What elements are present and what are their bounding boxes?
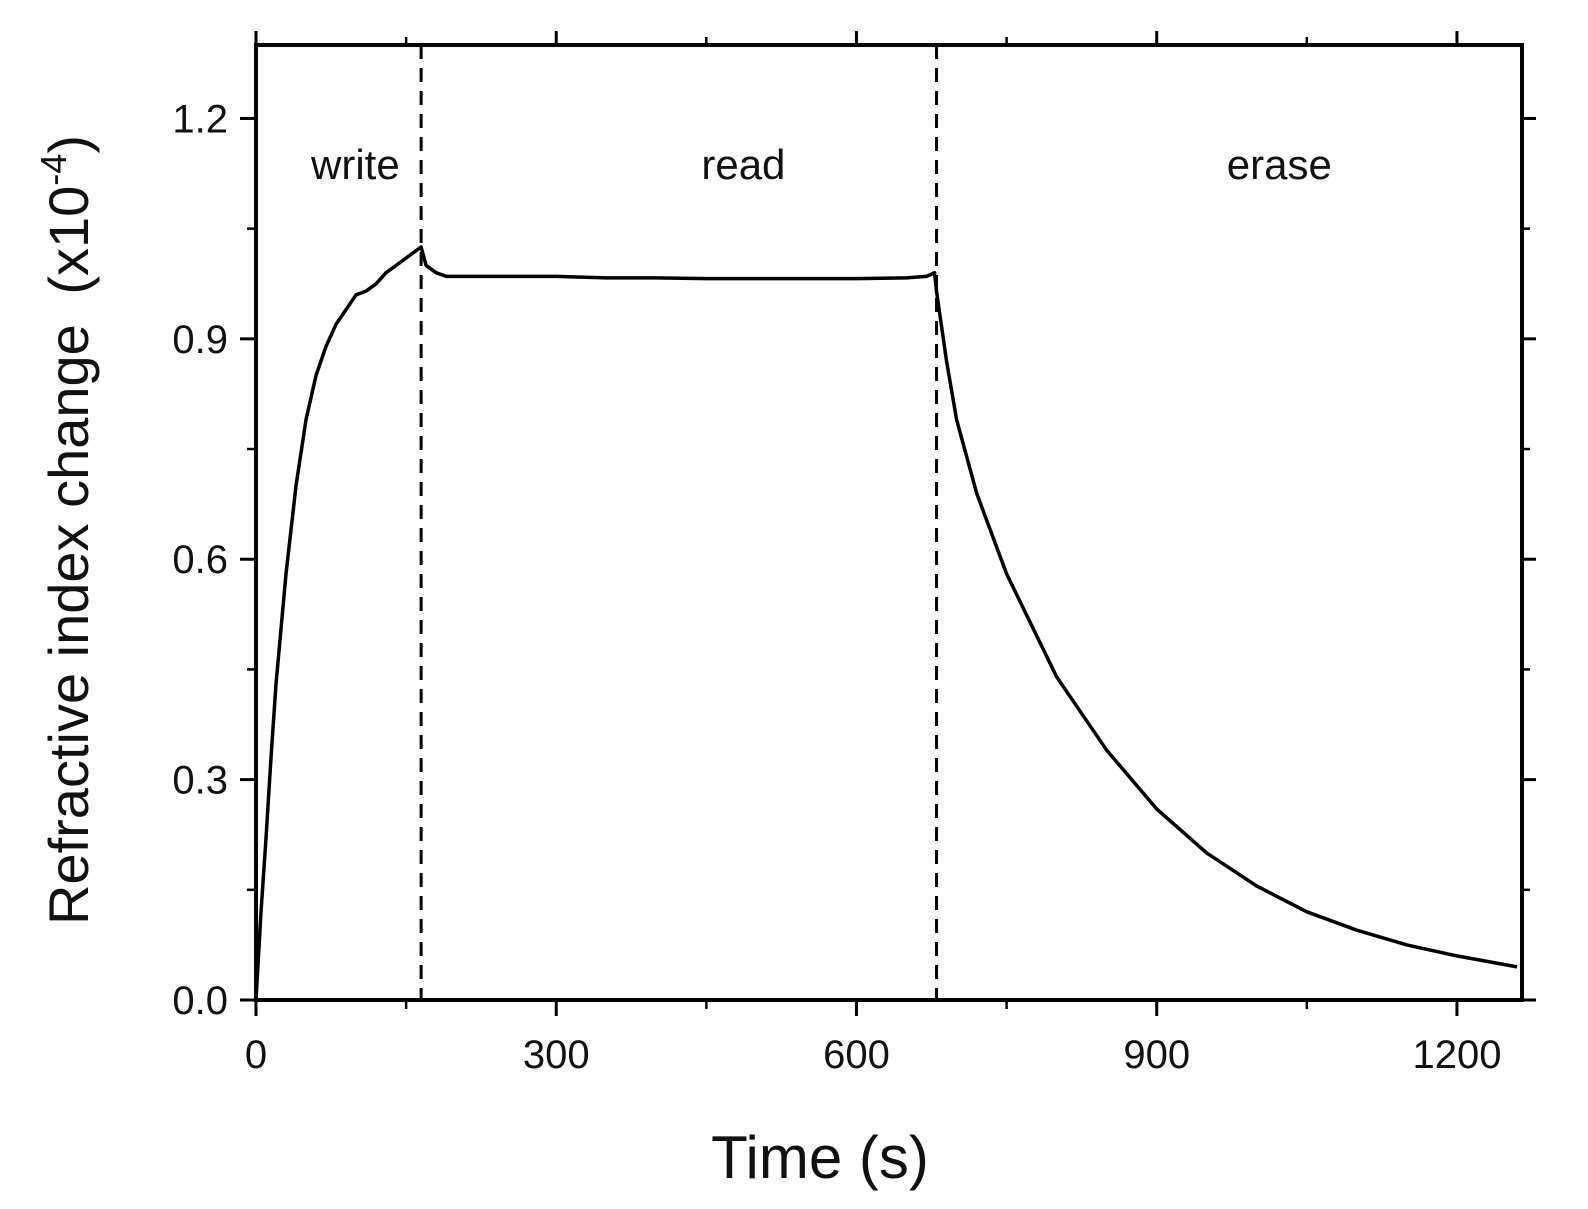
x-tick-label: 0 (245, 1033, 267, 1077)
y-tick-label: 0.3 (172, 759, 228, 803)
y-axis-unit: (x10 (37, 186, 100, 295)
y-axis-unit-exponent: -4 (33, 154, 74, 186)
plot-area (254, 43, 1524, 1002)
phase-labels: write read erase (310, 141, 1332, 188)
phase-boundaries (419, 45, 939, 1000)
x-tick-label: 300 (523, 1033, 590, 1077)
x-tick-label: 1200 (1412, 1033, 1501, 1077)
y-axis-ticks: 0.0 0.3 0.6 0.9 1.2 (172, 97, 1536, 1023)
x-axis-ticks: 0 300 600 900 1200 (245, 31, 1501, 1077)
x-tick-label: 600 (823, 1033, 890, 1077)
y-tick-label: 0.0 (172, 979, 228, 1023)
phase-label-read: read (701, 141, 785, 188)
y-axis-title: Refractive index change (x10-4) (33, 135, 100, 925)
phase-label-erase: erase (1227, 141, 1332, 188)
phase-label-write: write (310, 141, 400, 188)
y-tick-label: 0.6 (172, 538, 228, 582)
series-layer (254, 245, 1518, 1001)
x-axis-title: Time (s) (711, 1124, 929, 1191)
plot-frame (254, 43, 1524, 1002)
y-axis-unit-close: ) (37, 135, 100, 154)
y-tick-label: 1.2 (172, 97, 228, 141)
y-axis-title-text: Refractive index change (37, 324, 100, 925)
x-tick-label: 900 (1123, 1033, 1190, 1077)
y-tick-label: 0.9 (172, 318, 228, 362)
series-line-0 (254, 245, 1518, 1001)
